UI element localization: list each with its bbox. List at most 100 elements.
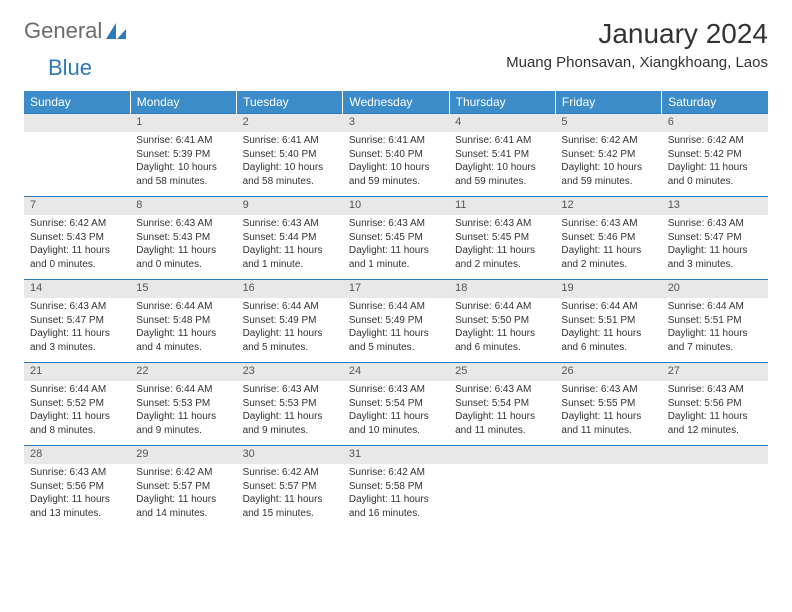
day-number: 1 [130,114,236,130]
daylight-text-1: Daylight: 11 hours [455,244,549,258]
day-cell: Sunrise: 6:41 AMSunset: 5:39 PMDaylight:… [130,132,236,197]
day-number: 29 [130,446,236,462]
weekday-row: SundayMondayTuesdayWednesdayThursdayFrid… [24,91,768,114]
day-cell: Sunrise: 6:42 AMSunset: 5:58 PMDaylight:… [343,464,449,528]
month-title: January 2024 [506,18,768,50]
daylight-text-2: and 0 minutes. [136,258,230,272]
day-number-cell: 6 [662,114,768,133]
day-number: 25 [449,363,555,379]
daylight-text-2: and 8 minutes. [30,424,124,438]
sunrise-text: Sunrise: 6:44 AM [668,300,762,314]
day-number-cell: 13 [662,197,768,216]
day-cell: Sunrise: 6:44 AMSunset: 5:53 PMDaylight:… [130,381,236,446]
sunset-text: Sunset: 5:54 PM [349,397,443,411]
day-number-cell: 5 [555,114,661,133]
day-content: Sunrise: 6:42 AMSunset: 5:42 PMDaylight:… [555,132,661,194]
sunrise-text: Sunrise: 6:43 AM [349,217,443,231]
week-row: Sunrise: 6:43 AMSunset: 5:56 PMDaylight:… [24,464,768,528]
daylight-text-1: Daylight: 10 hours [455,161,549,175]
day-content: Sunrise: 6:44 AMSunset: 5:52 PMDaylight:… [24,381,130,443]
day-number: 5 [555,114,661,130]
daylight-text-1: Daylight: 11 hours [30,327,124,341]
daylight-text-2: and 3 minutes. [668,258,762,272]
day-number-cell: 25 [449,363,555,382]
day-number-cell: 1 [130,114,236,133]
day-number-cell: 21 [24,363,130,382]
sunset-text: Sunset: 5:46 PM [561,231,655,245]
day-content: Sunrise: 6:42 AMSunset: 5:58 PMDaylight:… [343,464,449,526]
day-number-cell: 4 [449,114,555,133]
day-number: 14 [24,280,130,296]
day-content: Sunrise: 6:44 AMSunset: 5:50 PMDaylight:… [449,298,555,360]
day-number-cell: 2 [237,114,343,133]
day-number-cell: 10 [343,197,449,216]
sunrise-text: Sunrise: 6:43 AM [30,466,124,480]
day-number: 13 [662,197,768,213]
sunrise-text: Sunrise: 6:42 AM [349,466,443,480]
week-row: Sunrise: 6:44 AMSunset: 5:52 PMDaylight:… [24,381,768,446]
day-content: Sunrise: 6:43 AMSunset: 5:46 PMDaylight:… [555,215,661,277]
day-cell: Sunrise: 6:44 AMSunset: 5:51 PMDaylight:… [662,298,768,363]
sunrise-text: Sunrise: 6:42 AM [30,217,124,231]
brand-sail-icon [104,21,128,41]
sunset-text: Sunset: 5:47 PM [668,231,762,245]
daylight-text-1: Daylight: 11 hours [243,327,337,341]
daylight-text-2: and 59 minutes. [561,175,655,189]
day-number [555,446,661,450]
day-content: Sunrise: 6:44 AMSunset: 5:51 PMDaylight:… [555,298,661,360]
daylight-text-1: Daylight: 11 hours [30,493,124,507]
calendar-body: 123456Sunrise: 6:41 AMSunset: 5:39 PMDay… [24,114,768,529]
day-cell: Sunrise: 6:43 AMSunset: 5:45 PMDaylight:… [449,215,555,280]
week-row: Sunrise: 6:43 AMSunset: 5:47 PMDaylight:… [24,298,768,363]
sunrise-text: Sunrise: 6:44 AM [561,300,655,314]
sunset-text: Sunset: 5:57 PM [136,480,230,494]
day-content: Sunrise: 6:44 AMSunset: 5:49 PMDaylight:… [237,298,343,360]
daylight-text-2: and 1 minute. [243,258,337,272]
day-content: Sunrise: 6:42 AMSunset: 5:57 PMDaylight:… [130,464,236,526]
day-content: Sunrise: 6:43 AMSunset: 5:54 PMDaylight:… [449,381,555,443]
daylight-text-1: Daylight: 11 hours [668,410,762,424]
day-number: 8 [130,197,236,213]
sunrise-text: Sunrise: 6:41 AM [349,134,443,148]
day-number-cell: 8 [130,197,236,216]
daylight-text-2: and 15 minutes. [243,507,337,521]
sunset-text: Sunset: 5:52 PM [30,397,124,411]
day-cell: Sunrise: 6:43 AMSunset: 5:56 PMDaylight:… [24,464,130,528]
sunrise-text: Sunrise: 6:43 AM [455,217,549,231]
weekday-header: Monday [130,91,236,114]
week-row: Sunrise: 6:41 AM Sunset: 5:39 PM Daylight:… [24,132,768,197]
weekday-header: Saturday [662,91,768,114]
day-number-cell: 20 [662,280,768,299]
day-cell: Sunrise: 6:43 AMSunset: 5:44 PMDaylight:… [237,215,343,280]
calendar-table: SundayMondayTuesdayWednesdayThursdayFrid… [24,91,768,528]
day-cell: Sunrise: 6:44 AMSunset: 5:49 PMDaylight:… [343,298,449,363]
day-cell [449,464,555,528]
day-content: Sunrise: 6:43 AMSunset: 5:45 PMDaylight:… [449,215,555,277]
day-cell: Sunrise: 6:42 AMSunset: 5:57 PMDaylight:… [237,464,343,528]
daylight-text-2: and 12 minutes. [668,424,762,438]
day-number-cell: 31 [343,446,449,465]
daylight-text-1: Daylight: 11 hours [349,410,443,424]
sunset-text: Sunset: 5:44 PM [243,231,337,245]
daylight-text-2: and 0 minutes. [668,175,762,189]
day-content: Sunrise: 6:43 AMSunset: 5:44 PMDaylight:… [237,215,343,277]
day-number: 2 [237,114,343,130]
daylight-text-2: and 9 minutes. [243,424,337,438]
sunrise-text: Sunrise: 6:43 AM [561,217,655,231]
sunrise-text: Sunrise: 6:43 AM [30,300,124,314]
day-number: 21 [24,363,130,379]
day-content: Sunrise: 6:42 AMSunset: 5:57 PMDaylight:… [237,464,343,526]
day-cell: Sunrise: 6:42 AMSunset: 5:42 PMDaylight:… [555,132,661,197]
day-cell: Sunrise: 6:43 AMSunset: 5:55 PMDaylight:… [555,381,661,446]
day-number: 18 [449,280,555,296]
sunrise-text: Sunrise: 6:42 AM [243,466,337,480]
day-number-cell: 16 [237,280,343,299]
day-cell: Sunrise: 6:43 AMSunset: 5:47 PMDaylight:… [24,298,130,363]
sunrise-text: Sunrise: 6:42 AM [561,134,655,148]
day-number-cell: 28 [24,446,130,465]
day-content: Sunrise: 6:44 AMSunset: 5:49 PMDaylight:… [343,298,449,360]
day-number-cell: 7 [24,197,130,216]
day-number: 20 [662,280,768,296]
sunset-text: Sunset: 5:39 PM [136,148,230,162]
sunrise-text: Sunrise: 6:41 AM [243,134,337,148]
